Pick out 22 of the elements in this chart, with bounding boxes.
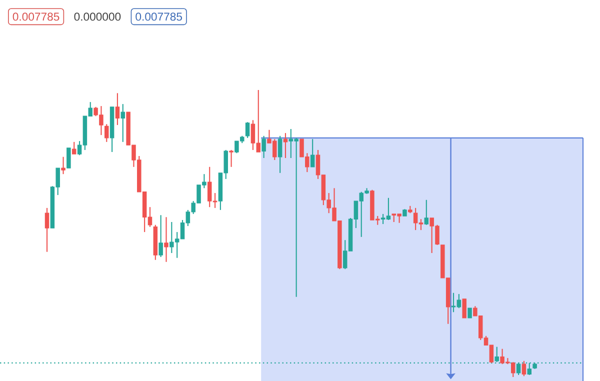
candlestick <box>61 156 66 175</box>
candlestick <box>522 360 526 377</box>
candlestick <box>462 298 466 318</box>
text: 0.007785 <box>12 12 60 21</box>
candlestick <box>104 124 109 142</box>
candlestick <box>158 214 163 258</box>
candlestick <box>164 216 168 262</box>
candlestick <box>283 132 288 159</box>
candlestick <box>278 135 282 174</box>
text: 0.007785 <box>136 12 182 21</box>
candlestick <box>44 207 50 252</box>
text: 0.000000 <box>74 12 121 21</box>
candlestick <box>468 308 472 318</box>
candlestick <box>120 104 126 142</box>
candlestick <box>245 122 250 138</box>
candlestick <box>229 149 234 168</box>
candlestick <box>72 141 76 155</box>
candlestick <box>115 92 120 126</box>
candlestick <box>310 138 315 168</box>
candlestick <box>262 135 266 159</box>
candlestick <box>66 147 71 169</box>
candlestick <box>424 199 429 226</box>
